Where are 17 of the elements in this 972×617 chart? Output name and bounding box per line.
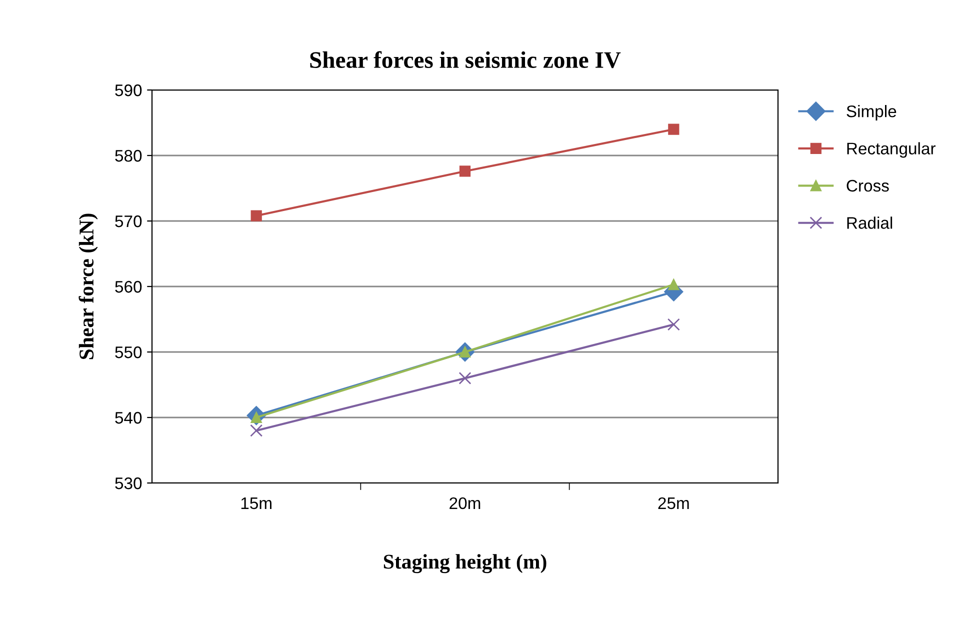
y-tick-label: 590: [115, 84, 142, 96]
legend-label: Rectangular: [847, 142, 936, 158]
x-tick-label: 25m: [658, 497, 689, 510]
y-tick-label: 560: [115, 280, 142, 293]
y-tick-label: 530: [115, 477, 142, 490]
y-tick-label: 580: [115, 150, 142, 162]
x-tick-label: 20m: [450, 497, 480, 510]
legend-label: Radial: [847, 216, 892, 229]
y-axis-title: Shear force (kN): [78, 214, 98, 360]
chart-title: Shear forces in seismic zone IV: [310, 51, 621, 68]
x-tick-label: 15m: [241, 498, 272, 510]
legend-label: Cross: [846, 180, 889, 192]
x-axis-title: Staging height (m): [384, 554, 546, 574]
y-tick-label: 540: [115, 412, 142, 424]
y-tick-label: 550: [115, 346, 142, 358]
legend-label: Simple: [846, 105, 896, 121]
y-tick-label: 570: [115, 215, 142, 228]
